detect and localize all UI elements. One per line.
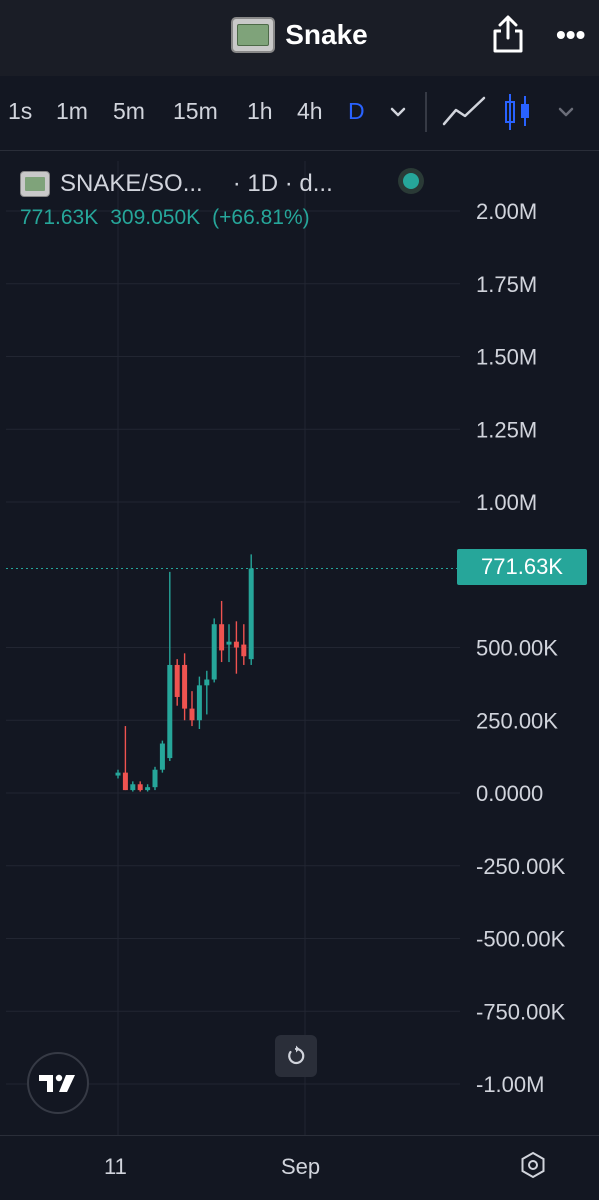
candle-body [196,685,202,721]
time-label-11: 11 [104,1154,127,1179]
candle-body [189,708,195,721]
candle-body [204,679,210,686]
share-icon [493,15,523,53]
legend-values: 771.63K 309.050K (+66.81%) [20,206,440,230]
chart-grid [6,161,460,1136]
candle-body [130,784,136,791]
title-wrap: Snake [0,0,599,70]
candle-body [219,624,225,651]
y-tick-label: -250.00K [476,854,566,879]
time-axis: 11 Sep [0,1135,599,1200]
interval-d[interactable]: D [348,98,365,124]
market-status-icon [398,168,424,194]
legend-price: 771.63K [20,206,99,229]
more-icon: ••• [556,19,586,50]
candle-body [174,664,180,697]
candle-body [137,784,143,791]
chevron-down-icon[interactable] [388,102,408,122]
legend-change: 309.050K [110,206,201,229]
legend-change-pct: (+66.81%) [212,206,310,229]
tradingview-logo-icon [39,1074,75,1092]
line-chart-icon[interactable] [441,94,487,128]
reset-icon [288,1045,305,1065]
candle-body [182,664,188,709]
candle-body [226,641,232,645]
y-tick-label: 250.00K [476,708,558,733]
page-title: Snake [285,19,368,50]
interval-1m[interactable]: 1m [56,98,88,124]
last-price-label: 771.63K [457,549,587,586]
y-tick-label: 1.75M [476,272,537,297]
symbol-logo-icon [20,171,50,197]
legend-interval: · 1D · d... [232,170,333,197]
settings-hexagon-icon[interactable] [518,1150,548,1180]
candle-body [241,644,247,657]
y-tick-label: 2.00M [476,199,537,224]
y-tick-label: 1.25M [476,417,537,442]
candlestick-icon[interactable] [502,92,534,132]
y-axis: 2.00M 1.75M 1.50M 1.25M 1.00M 500.00K 250.00K 0… [476,199,566,1097]
candle-body [159,743,165,770]
candle-body [115,772,121,776]
interval-toolbar: 1s 1m 5m 15m 1h 4h D [0,76,599,146]
interval-4h[interactable]: 4h [297,98,323,124]
y-tick-label: -1.00M [476,1072,544,1097]
candle-body [145,787,151,791]
interval-1s[interactable]: 1s [8,98,33,124]
chart-legend: SNAKE/SO... · 1D · d... 771.63K 309.050K… [20,168,440,230]
legend-symbol-row[interactable]: SNAKE/SO... · 1D · d... [20,168,440,200]
candle-body [233,641,239,648]
interval-5m[interactable]: 5m [113,98,145,124]
reset-chart-button[interactable] [275,1035,317,1077]
interval-15m[interactable]: 15m [173,98,218,124]
chart-area[interactable]: 2.00M 1.75M 1.50M 1.25M 1.00M 500.00K 250.00K 0… [0,150,599,1136]
tradingview-logo[interactable] [27,1052,89,1114]
candle-body [248,568,254,660]
more-button[interactable]: ••• [556,20,592,50]
candle-body [167,664,173,759]
y-tick-label: -750.00K [476,999,566,1024]
candle-body [211,624,217,680]
share-button[interactable] [490,14,526,54]
app-header: Snake ••• [0,0,599,76]
legend-symbol: SNAKE/SO... [60,170,203,197]
time-label-sep: Sep [281,1154,321,1179]
candle-body [122,772,128,791]
y-tick-label: 500.00K [476,636,558,661]
interval-1h[interactable]: 1h [247,98,273,124]
y-tick-label: -500.00K [476,927,566,952]
candles [115,554,254,792]
y-tick-label: 0.0000 [476,781,543,806]
chart-type-chevron-icon[interactable] [556,102,576,122]
candlestick-chart[interactable]: 2.00M 1.75M 1.50M 1.25M 1.00M 500.00K 250.00K 0… [0,151,599,1136]
candle-body [152,769,158,788]
y-tick-label: 1.50M [476,345,537,370]
y-tick-label: 1.00M [476,490,537,515]
toolbar-divider [425,92,427,132]
token-logo-icon [231,17,276,53]
